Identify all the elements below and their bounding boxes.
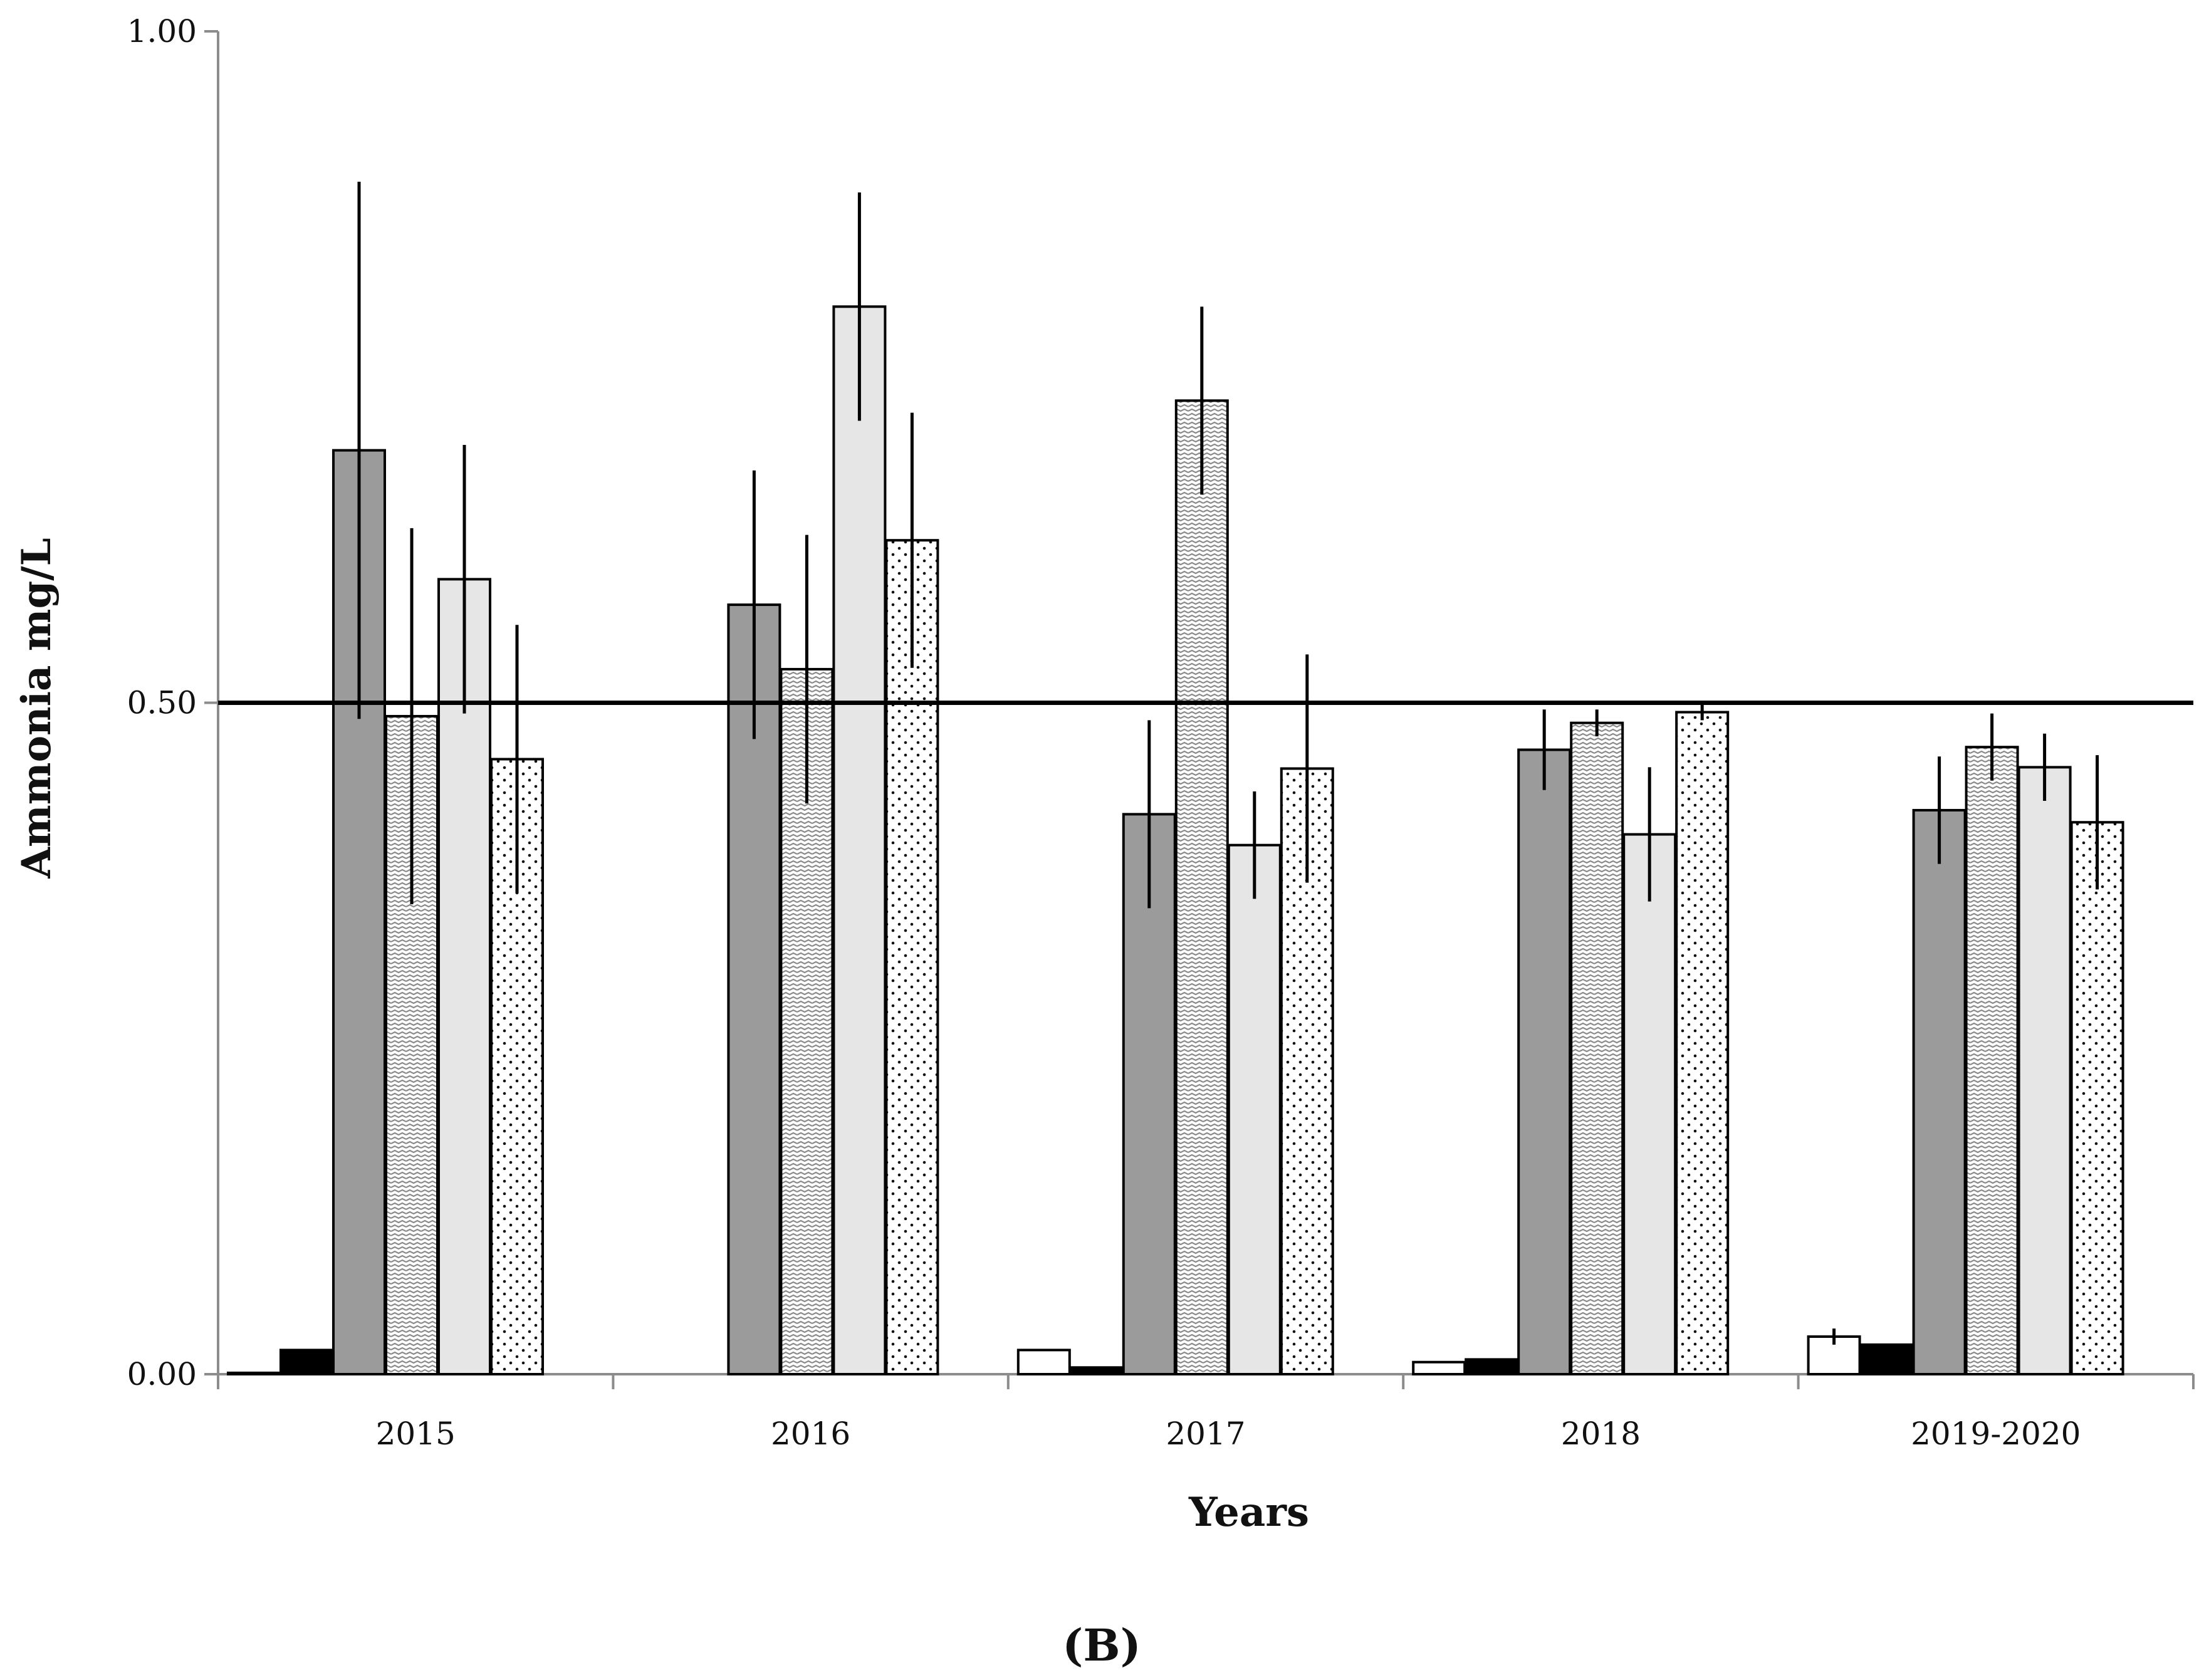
bar-dark-gray xyxy=(1517,748,1572,1375)
bar-black xyxy=(1069,1366,1124,1375)
plot-area: 0.00 0.50 1.00 2015 2016 2017 2018 2019-2020 xyxy=(127,13,2195,1452)
bar-black xyxy=(1859,1343,1914,1376)
bar-dotted xyxy=(2070,821,2124,1376)
x-tick-label: 2019-2020 xyxy=(1911,1416,2081,1452)
bar-dark-gray xyxy=(1912,808,1966,1375)
bar-black xyxy=(279,1349,333,1376)
y-tick-label: 1.00 xyxy=(127,13,197,50)
bar-light-gray xyxy=(1227,843,1282,1375)
x-tick-label: 2017 xyxy=(1166,1416,1245,1452)
y-axis-title: Ammonia mg/L xyxy=(13,538,60,879)
x-axis-title: Years xyxy=(1188,1489,1309,1536)
bar-light-gray xyxy=(1622,833,1677,1376)
x-tick-label: 2015 xyxy=(376,1416,456,1452)
bar-white xyxy=(1412,1360,1466,1375)
bar-white xyxy=(227,1371,281,1375)
x-tick-label: 2018 xyxy=(1561,1416,1641,1452)
bar-dotted xyxy=(885,539,939,1375)
bar-light-gray xyxy=(2017,766,2072,1375)
bar-light-gray xyxy=(832,305,887,1376)
bar-white xyxy=(1016,1349,1071,1376)
bar-zigzag xyxy=(1174,399,1229,1376)
bar-dotted xyxy=(1280,767,1334,1375)
bar-zigzag xyxy=(1570,721,1624,1375)
bar-zigzag xyxy=(1965,746,2019,1375)
y-tick-label: 0.00 xyxy=(127,1356,197,1392)
panel-label: (B) xyxy=(1062,1619,1141,1671)
bar-black xyxy=(1465,1358,1519,1376)
bar-dotted xyxy=(1675,711,1730,1375)
x-tick-label: 2016 xyxy=(771,1416,850,1452)
y-tick-label: 0.50 xyxy=(127,685,197,721)
